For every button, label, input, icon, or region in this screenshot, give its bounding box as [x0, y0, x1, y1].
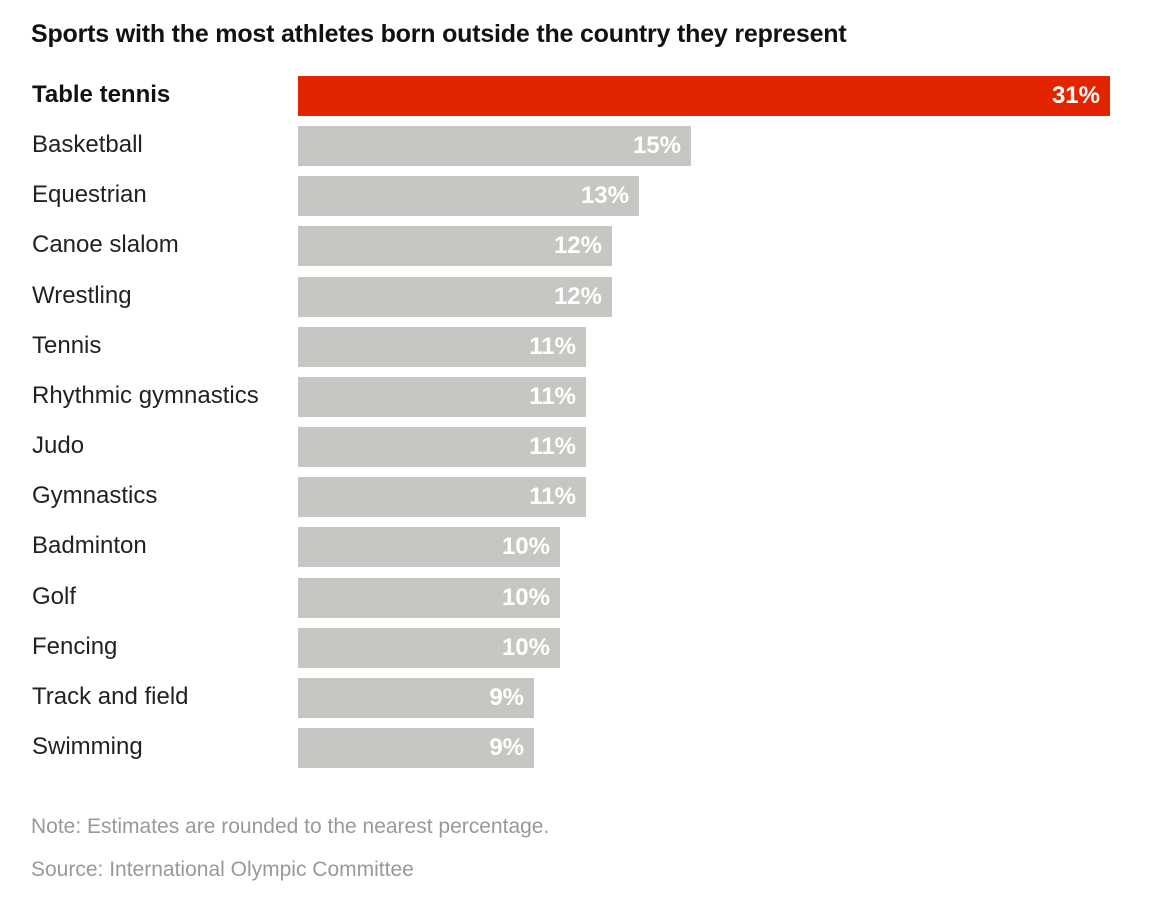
bar: 9%: [298, 728, 534, 768]
bar: 10%: [298, 527, 560, 567]
bar: 13%: [298, 176, 639, 216]
chart-note: Note: Estimates are rounded to the neare…: [31, 815, 550, 838]
bar: 11%: [298, 427, 586, 467]
category-label: Gymnastics: [32, 482, 158, 509]
bar-value-label: 31%: [1051, 82, 1100, 109]
category-label: Swimming: [32, 733, 143, 760]
bar: 11%: [298, 327, 586, 367]
bar: 10%: [298, 628, 560, 668]
bar: 11%: [298, 377, 586, 417]
category-label: Basketball: [32, 131, 143, 158]
chart-title: Sports with the most athletes born outsi…: [31, 20, 847, 48]
bar-value-label: 11%: [529, 483, 576, 510]
bar-value-label: 12%: [553, 283, 602, 310]
category-label: Golf: [32, 583, 77, 610]
bar: 9%: [298, 678, 534, 718]
bar-value-label: 10%: [501, 634, 550, 661]
bar: 10%: [298, 578, 560, 618]
bar-value-label: 13%: [580, 182, 629, 209]
bar: 15%: [298, 126, 691, 166]
bar-value-label: 11%: [529, 383, 576, 410]
bar: 12%: [298, 226, 612, 266]
category-label: Judo: [32, 432, 85, 459]
category-label: Wrestling: [32, 282, 132, 309]
category-label: Badminton: [32, 532, 147, 559]
bar-value-label: 12%: [553, 232, 602, 259]
category-label: Rhythmic gymnastics: [32, 382, 259, 409]
bar-value-label: 10%: [501, 584, 550, 611]
chart-source: Source: International Olympic Committee: [31, 858, 414, 881]
bar: 11%: [298, 477, 586, 517]
category-label: Track and field: [32, 683, 189, 710]
bar: 31%: [298, 76, 1110, 116]
bar: 12%: [298, 277, 612, 317]
category-label: Fencing: [32, 633, 118, 660]
category-label: Equestrian: [32, 181, 147, 208]
bar-value-label: 11%: [529, 333, 576, 360]
bar-value-label: 11%: [529, 433, 576, 460]
category-label: Tennis: [32, 332, 102, 359]
category-label: Table tennis: [32, 81, 171, 108]
bar-value-label: 15%: [632, 132, 681, 159]
category-label: Canoe slalom: [32, 231, 179, 258]
bar-value-label: 10%: [501, 533, 550, 560]
bar-value-label: 9%: [489, 734, 524, 761]
bar-value-label: 9%: [489, 684, 524, 711]
